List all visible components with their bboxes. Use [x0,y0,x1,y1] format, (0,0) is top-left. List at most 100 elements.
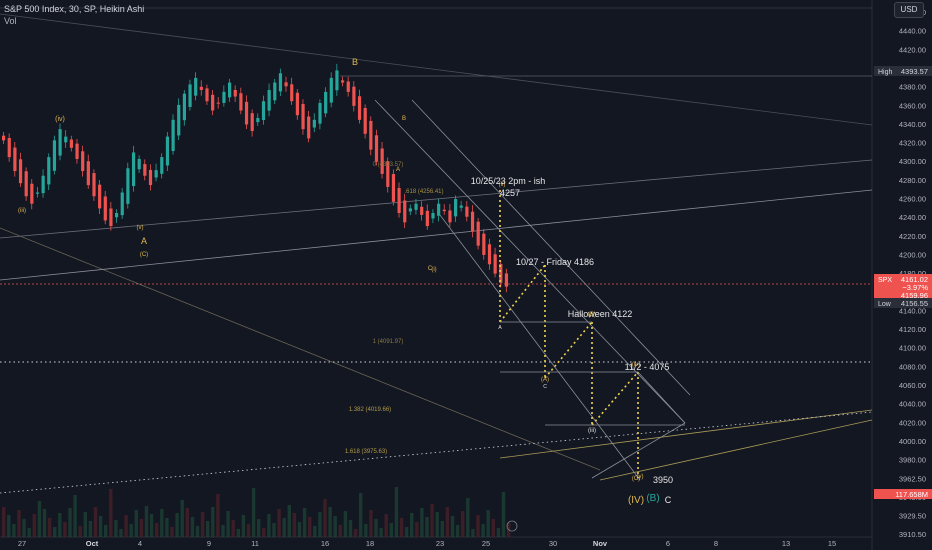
x-tick-label: 18 [366,539,374,548]
candle-body [284,82,288,87]
chart-annotation: 1 (4091.97) [373,339,404,345]
y-tick-label: 4340.00 [899,120,926,129]
volume-bar [343,511,348,537]
candle-body [194,77,198,96]
volume-bar [42,509,47,537]
y-tick-label: 4200.00 [899,250,926,259]
volume-bar [496,528,501,537]
candle-body [397,187,401,214]
volume-bar [251,488,256,537]
x-tick-label: 15 [828,539,836,548]
volume-bar [185,508,189,537]
x-tick-label: 8 [714,539,718,548]
candle-body [261,101,266,121]
price-tag-bg [874,274,932,284]
volume-bar [282,518,286,537]
volume-bar [491,519,495,537]
candle-body [290,84,294,102]
volume-bar [7,515,11,537]
volume-bar [37,501,42,537]
candle-body [13,147,17,172]
chart-annotation: 1.382 (4019.66) [349,407,391,413]
x-tick-label: 30 [549,539,557,548]
candle-body [165,136,170,166]
currency-button[interactable]: USD [894,2,924,18]
volume-bar [221,525,225,537]
chart-annotation: 4257 [500,188,520,198]
chart-annotation: (B) [646,493,659,504]
candle-body [273,82,277,101]
volume-bar [32,514,36,537]
trend-line [0,13,873,126]
candle-body [177,104,181,136]
y-tick-label: 4440.00 [899,27,926,36]
volume-bar [155,523,159,537]
volume-bar [262,528,266,537]
volume-bar [481,524,485,537]
trend-line [499,409,873,459]
chart-annotation: 1.618 (3975.63) [345,449,387,455]
candle-body [35,192,40,194]
y-tick-label: 4080.00 [899,362,926,371]
x-tick-label: 13 [782,539,790,548]
volume-bar [277,509,281,537]
y-tick-label: 4120.00 [899,325,926,334]
candle-body [448,210,452,223]
chart-annotation: C [543,384,547,390]
volume-bar [165,518,169,537]
candle-body [459,205,463,208]
candle-body [454,199,458,217]
y-tick-label: 4240.00 [899,213,926,222]
candle-body [352,86,356,106]
volume-bar [47,518,52,537]
price-tag-value: 4161.02 [901,275,928,284]
x-tick-label: 27 [18,539,26,548]
candle-body [278,73,283,92]
chart-annotation: (ii) [499,182,506,188]
y-tick-label: 4360.00 [899,101,926,110]
y-tick-label: 4100.00 [899,344,926,353]
candle-body [24,171,28,197]
volume-bar [53,527,57,537]
volume-bar [195,526,200,537]
candle-body [98,184,102,209]
candle-body [386,161,390,187]
volume-bar [486,510,490,537]
volume-bar [93,507,98,537]
volume-bar [471,529,475,537]
volume-bar [134,510,138,537]
volume-bar [440,521,444,537]
volume-bar [313,526,317,537]
chart-annotation: C [428,266,433,272]
projection-box-line [591,422,686,479]
y-tick-label: 4320.00 [899,139,926,148]
chart-annotation: (C) [632,476,640,482]
chart-annotation: Halloween 4122 [568,309,633,319]
candle-body [369,120,373,150]
candle-body [470,211,475,232]
candle-body [239,93,243,111]
projection-path [591,371,639,426]
candle-body [499,263,503,283]
volume-bar [359,493,363,537]
candle-body [228,82,232,98]
volume-bar [241,515,246,537]
candle-body [408,208,412,212]
chart-annotation: 10/27 - Friday 4186 [516,257,594,267]
candle-body [476,221,480,246]
volume-label: Vol [4,16,17,26]
volume-bar [211,507,215,537]
volume-bar [394,487,399,537]
candle-body [160,157,164,174]
volume-bar [364,524,368,537]
volume-bar [68,508,72,537]
candle-body [154,170,158,178]
volume-bar [415,522,419,537]
price-tag-value: −3.97% [902,283,928,292]
candle-body [380,148,384,174]
candle-body [493,254,497,274]
candle-body [188,84,192,107]
projection-path [544,321,593,379]
